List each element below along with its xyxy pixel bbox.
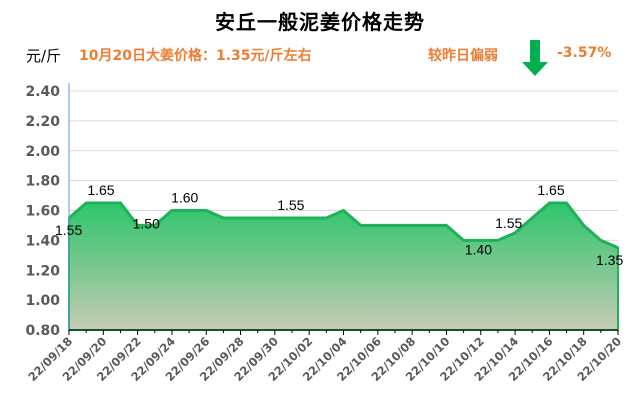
y-tick-label: 2.00 [25,144,60,160]
compare-text: 较昨日偏弱 [428,48,498,64]
data-labels: 1.551.651.501.60 1.551.401.551.651.35 [55,182,623,268]
y-tick-label: 1.40 [25,233,60,249]
data-label: 1.60 [171,190,198,206]
y-tick-label: 2.20 [25,114,60,130]
data-label: 1.40 [465,241,492,257]
data-label: 1.55 [495,215,522,231]
unit-label: 元/斤 [26,47,62,65]
arrow-down-icon [522,40,548,76]
y-axis-ticks: 0.80 1.00 1.20 1.40 1.60 1.80 2.00 2.20 2.40 [25,84,60,339]
headline-price: 10月20日大姜价格：1.35元/斤左右 [79,48,312,64]
y-tick-label: 2.40 [25,84,60,100]
data-label: 1.35 [596,252,623,268]
y-tick-label: 1.60 [25,204,60,220]
chart-title: 安丘一般泥姜价格走势 [215,10,425,34]
data-label: 1.65 [537,182,564,198]
data-label: 1.55 [55,222,82,238]
y-tick-label: 0.80 [25,323,60,339]
data-label: 1.50 [133,215,160,231]
y-tick-label: 1.80 [25,174,60,190]
y-tick-label: 1.20 [25,263,60,279]
y-tick-label: 1.00 [25,293,60,309]
data-label: 1.55 [277,197,304,213]
price-line [68,201,619,250]
data-label: 1.65 [87,182,114,198]
x-axis-ticks: 22/09/1822/09/2022/09/2222/09/2422/09/26… [25,330,624,384]
change-percent: -3.57% [557,45,612,61]
